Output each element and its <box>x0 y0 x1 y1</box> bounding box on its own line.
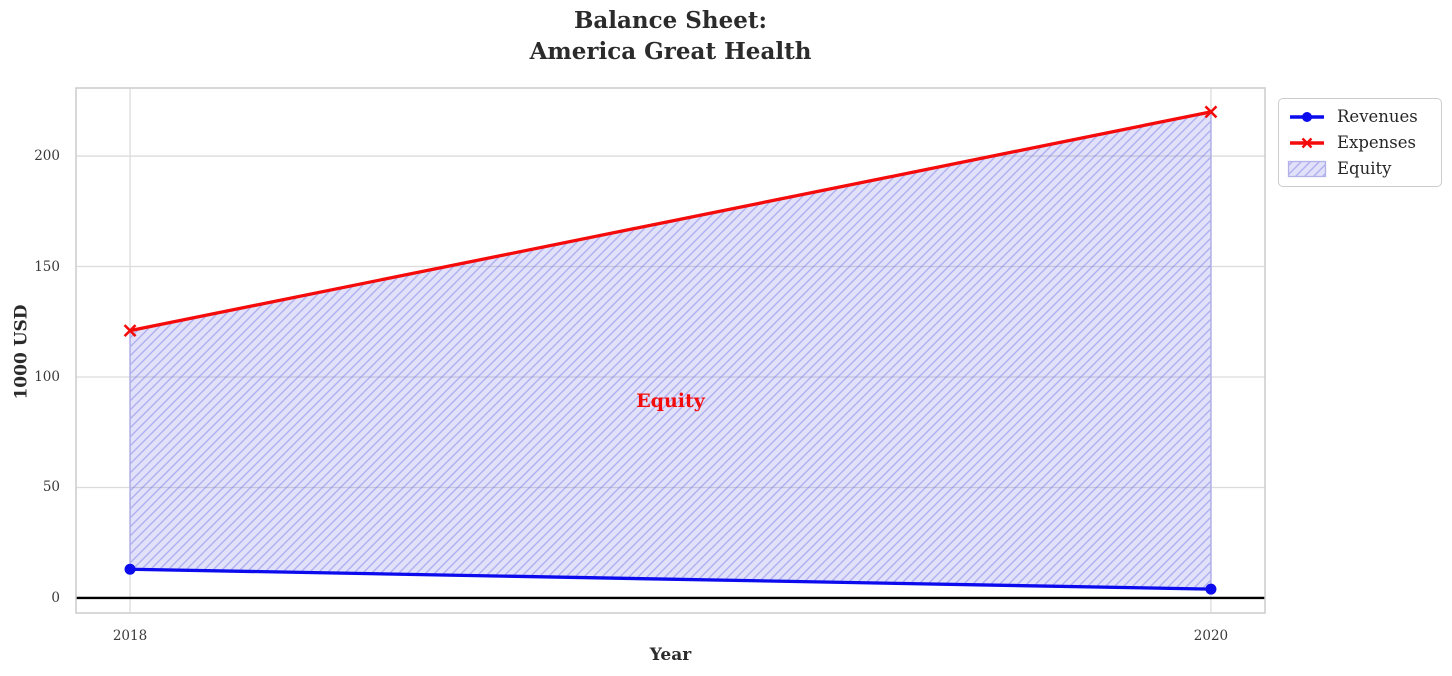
x-tick-label: 2020 <box>1193 628 1229 644</box>
legend-label-equity: Equity <box>1337 159 1392 178</box>
chart-title: Balance Sheet: America Great Health <box>529 7 812 65</box>
legend-item-equity: Equity <box>1287 156 1433 181</box>
equity-area-annotation: Equity <box>636 390 705 413</box>
x-axis-label: Year <box>649 645 692 665</box>
y-tick-label: 200 <box>34 148 60 165</box>
equity-patch-swatch <box>1287 160 1327 177</box>
legend-label-revenues: Revenues <box>1337 107 1418 126</box>
legend-label-expenses: Expenses <box>1337 133 1417 152</box>
legend-item-expenses: Expenses <box>1287 130 1433 155</box>
expenses-line-swatch <box>1290 137 1324 148</box>
y-tick-label: 100 <box>34 369 60 385</box>
legend-item-revenues: Revenues <box>1287 104 1433 129</box>
y-tick-label: 50 <box>42 479 60 496</box>
legend: Revenues Expenses Equity <box>1278 98 1442 187</box>
revenues-line-swatch <box>1290 111 1324 122</box>
y-tick-label: 0 <box>51 589 60 606</box>
y-tick-label: 150 <box>34 258 60 275</box>
x-tick-label: 2018 <box>112 628 148 644</box>
